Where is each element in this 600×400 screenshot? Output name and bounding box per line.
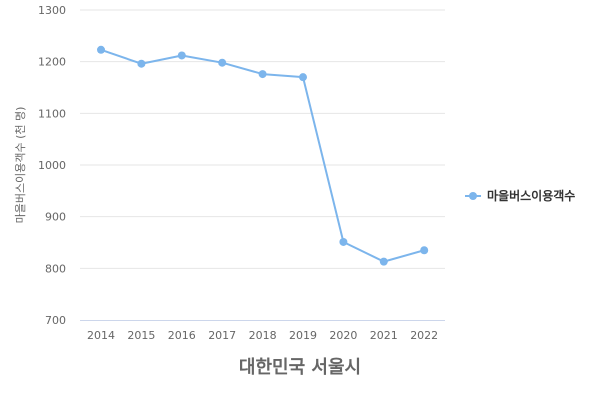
x-tick-label-2022: 2022 [410, 329, 438, 342]
y-tick-label-1300: 1300 [38, 4, 66, 17]
x-tick-label-2017: 2017 [208, 329, 236, 342]
y-axis-title: 마을버스이용객수 (천 명) [13, 107, 27, 224]
series-group [97, 45, 429, 266]
x-tick-label-2019: 2019 [289, 329, 317, 342]
y-tick-label-900: 900 [45, 211, 66, 224]
y-axis-ticks: 700 800 900 1000 1100 1200 1300 [38, 4, 66, 327]
data-point-2019[interactable] [299, 73, 307, 82]
legend[interactable]: 마을버스이용객수 [465, 188, 575, 203]
data-point-2018[interactable] [258, 70, 267, 79]
legend-label: 마을버스이용객수 [487, 188, 575, 203]
data-point-2022[interactable] [420, 246, 429, 255]
grid-lines [80, 9, 445, 269]
data-point-2015[interactable] [137, 59, 146, 68]
y-tick-label-1100: 1100 [38, 107, 66, 120]
y-tick-label-800: 800 [45, 262, 66, 275]
x-axis-title: 대한민국 서울시 [239, 357, 361, 378]
data-point-2020[interactable] [339, 237, 348, 246]
data-point-2017[interactable] [218, 58, 227, 67]
x-tick-label-2015: 2015 [127, 329, 155, 342]
x-tick-label-2016: 2016 [168, 329, 196, 342]
series-line [100, 48, 426, 263]
data-point-2016[interactable] [177, 51, 186, 60]
y-tick-label-1000: 1000 [38, 159, 66, 172]
data-point-2021[interactable] [379, 257, 388, 266]
x-axis-ticks: 2014 2015 2016 2017 2018 2019 2020 2021 2022 [87, 329, 438, 342]
y-tick-label-700: 700 [45, 314, 66, 327]
x-tick-label-2014: 2014 [87, 329, 115, 342]
y-tick-label-1200: 1200 [38, 56, 66, 69]
legend-dot-marker [469, 192, 477, 200]
data-point-2014[interactable] [97, 45, 105, 54]
x-tick-label-2018: 2018 [249, 329, 277, 342]
x-tick-label-2021: 2021 [370, 329, 398, 342]
x-tick-label-2020: 2020 [329, 329, 357, 342]
